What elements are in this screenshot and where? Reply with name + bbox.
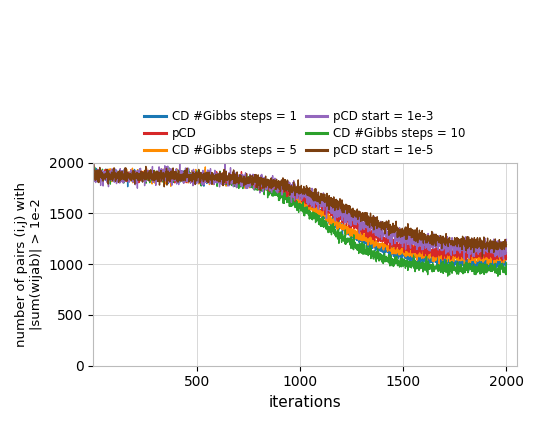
Legend: CD #Gibbs steps = 1, pCD, CD #Gibbs steps = 5, pCD start = 1e-3, CD #Gibbs steps: CD #Gibbs steps = 1, pCD, CD #Gibbs step… — [142, 108, 468, 159]
Y-axis label: number of pairs (i,j) with
|sum(wijab)| > 1e-2: number of pairs (i,j) with |sum(wijab)| … — [15, 181, 43, 347]
X-axis label: iterations: iterations — [268, 395, 341, 410]
